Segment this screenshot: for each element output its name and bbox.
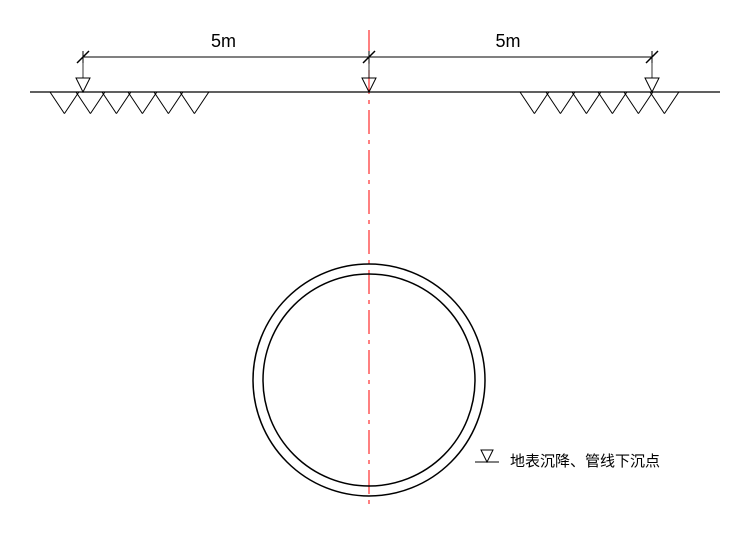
legend-label: 地表沉降、管线下沉点: [510, 450, 660, 471]
dim-ticks: [77, 51, 658, 78]
hatch-right: [520, 92, 679, 114]
dim-label-left: 5m: [211, 31, 236, 52]
dim-label-right: 5m: [496, 31, 521, 52]
hatch-left: [50, 92, 209, 114]
surface-markers: [76, 78, 659, 92]
legend-triangle: [475, 450, 499, 462]
